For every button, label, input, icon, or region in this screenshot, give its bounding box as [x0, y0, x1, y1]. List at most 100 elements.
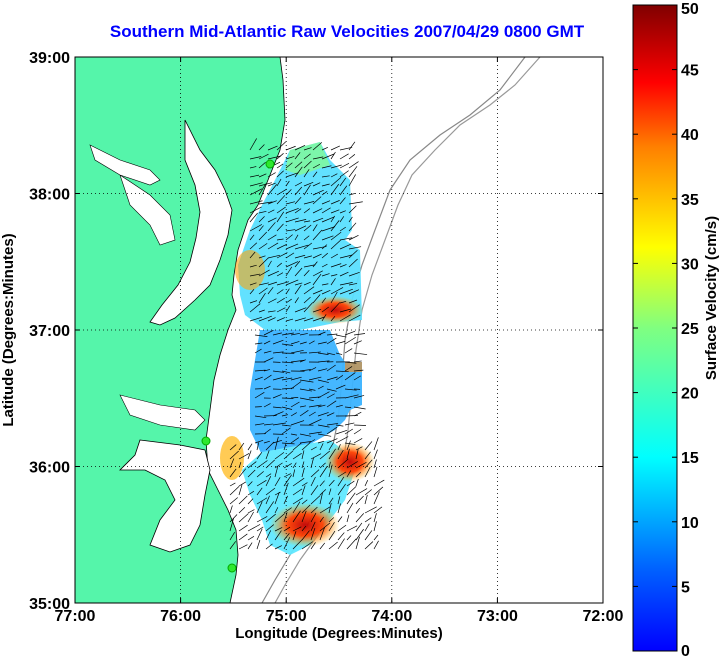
velocity-arrow: [326, 337, 337, 345]
velocity-arrow: [267, 310, 276, 313]
velocity-arrow: [258, 255, 266, 259]
velocity-arrow: [283, 537, 291, 550]
velocity-arrow: [310, 453, 322, 460]
velocity-arrow: [330, 291, 338, 304]
velocity-arrow: [256, 528, 263, 541]
velocity-arrow: [337, 496, 341, 505]
x-tick-label: 76:00: [160, 608, 201, 625]
x-tick-label: 73:00: [477, 608, 518, 625]
velocity-arrow: [285, 234, 293, 241]
velocity-arrow: [294, 145, 306, 151]
y-tick-label: 37:00: [29, 323, 70, 340]
velocity-arrow: [229, 450, 239, 460]
velocity-arrow: [310, 476, 316, 487]
velocity-arrow: [299, 379, 314, 383]
velocity-arrow: [310, 446, 317, 451]
velocity-arrow: [326, 388, 337, 392]
velocity-arrow: [312, 229, 323, 241]
velocity-arrow: [303, 281, 311, 286]
y-tick-label: 35:00: [29, 596, 70, 613]
velocity-arrow: [267, 217, 277, 223]
velocity-arrow: [312, 163, 321, 169]
velocity-arrow: [256, 480, 267, 487]
velocity-arrow: [310, 542, 316, 550]
velocity-arrow: [373, 540, 379, 550]
velocity-arrow: [353, 375, 361, 381]
velocity-arrow: [267, 200, 277, 205]
velocity-arrow: [330, 173, 338, 178]
velocity-arrow: [337, 444, 341, 451]
velocity-arrow: [292, 488, 303, 496]
velocity-arrow: [312, 224, 318, 232]
velocity-arrow: [335, 384, 346, 390]
velocity-arrow: [276, 195, 286, 205]
velocity-arrow: [258, 201, 273, 205]
velocity-arrow: [355, 449, 359, 460]
velocity-arrow: [335, 370, 349, 373]
velocity-arrow: [249, 182, 263, 187]
velocity-arrow: [348, 193, 356, 196]
velocity-arrow: [312, 294, 321, 304]
velocity-arrow: [258, 315, 272, 322]
velocity-arrow: [312, 208, 323, 214]
velocity-arrow: [301, 485, 306, 496]
velocity-arrow: [294, 166, 303, 178]
velocity-arrow: [274, 513, 285, 523]
velocity-arrow: [328, 479, 335, 487]
velocity-arrow: [308, 418, 322, 426]
velocity-arrow: [285, 207, 299, 214]
velocity-arrow: [281, 377, 293, 381]
velocity-arrow: [265, 450, 270, 460]
velocity-arrow: [321, 244, 328, 250]
velocity-arrow: [276, 223, 284, 232]
velocity-arrow: [285, 305, 291, 313]
velocity-arrow: [308, 367, 317, 372]
velocity-arrow: [310, 495, 321, 505]
velocity-arrow: [283, 463, 292, 469]
velocity-arrow: [339, 170, 349, 178]
velocity-arrow: [339, 226, 346, 232]
velocity-arrow: [290, 381, 302, 390]
velocity-arrow: [312, 189, 324, 196]
velocity-arrow: [310, 506, 318, 514]
velocity-arrow: [321, 273, 330, 277]
velocity-arrow: [256, 442, 260, 451]
velocity-arrow: [267, 286, 274, 295]
velocity-arrow: [348, 201, 363, 205]
velocity-arrow: [317, 404, 326, 408]
velocity-arrow: [328, 541, 338, 550]
velocity-arrow: [330, 274, 338, 277]
velocity-arrow: [330, 253, 338, 259]
velocity-arrow: [339, 264, 347, 268]
velocity-arrow: [249, 174, 260, 178]
velocity-arrow: [274, 530, 282, 541]
velocity-arrow: [321, 314, 327, 322]
velocity-arrow: [308, 411, 316, 417]
velocity-arrow: [346, 461, 358, 469]
velocity-arrow: [310, 469, 320, 478]
velocity-arrow: [321, 283, 329, 286]
velocity-arrow: [265, 513, 276, 523]
velocity-arrow: [263, 440, 270, 444]
velocity-arrow: [276, 163, 284, 169]
velocity-arrow: [348, 161, 359, 169]
velocity-arrow: [348, 154, 356, 160]
velocity-arrow: [364, 494, 368, 505]
velocity-arrow: [290, 397, 299, 399]
velocity-arrow: [267, 242, 279, 250]
velocity-arrow: [373, 479, 385, 487]
velocity-arrow: [281, 332, 294, 336]
velocity-arrow: [353, 424, 366, 426]
velocity-arrow: [285, 162, 293, 169]
velocity-arrow: [348, 249, 358, 259]
velocity-arrow: [335, 340, 346, 345]
velocity-arrow: [283, 526, 291, 532]
velocity-arrow: [312, 196, 322, 205]
velocity-arrow: [283, 533, 290, 541]
velocity-arrow: [353, 369, 364, 372]
velocity-arrow: [319, 489, 327, 496]
velocity-arrow: [348, 258, 358, 268]
velocity-arrow: [229, 486, 240, 496]
velocity-arrow: [337, 476, 345, 487]
velocity-arrow: [238, 544, 248, 550]
